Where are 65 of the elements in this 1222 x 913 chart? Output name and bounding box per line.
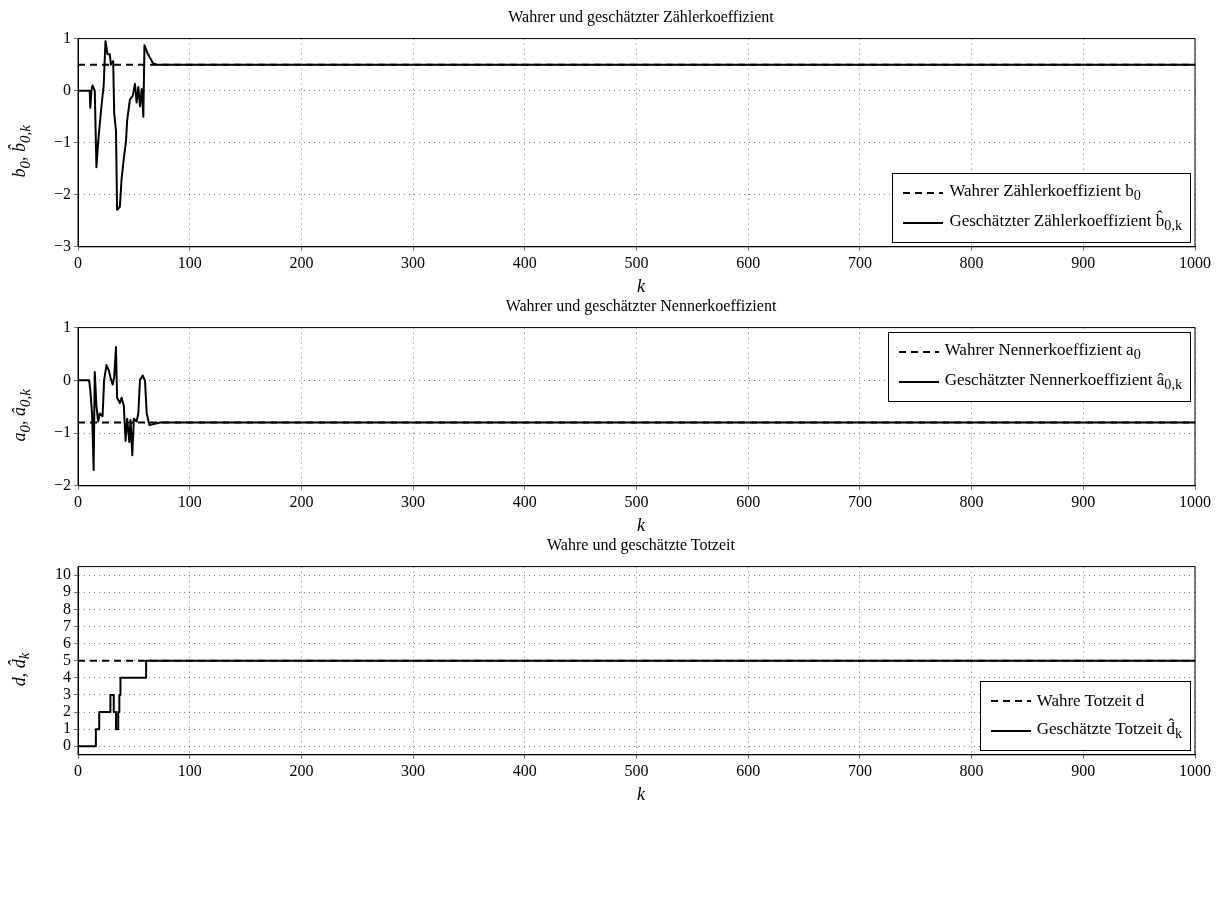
y-tick-label: 2 — [63, 702, 71, 720]
x-tick-label: 1000 — [1179, 253, 1211, 271]
x-axis-title: k — [636, 515, 646, 536]
y-tick-label: −1 — [53, 423, 71, 441]
x-axis-title: k — [636, 276, 646, 297]
y-tick-label: 10 — [55, 565, 71, 583]
y-tick-label: 0 — [63, 736, 71, 754]
x-tick-label: 900 — [1071, 253, 1096, 271]
x-tick-label: 700 — [847, 492, 872, 510]
x-tick-label: 700 — [847, 761, 872, 779]
x-tick-label: 500 — [624, 761, 649, 779]
x-tick-label: 100 — [177, 253, 202, 271]
x-tick-label: 0 — [74, 253, 82, 271]
x-tick-label: 600 — [736, 253, 761, 271]
y-tick-label: −2 — [53, 184, 71, 202]
x-tick-label: 400 — [512, 761, 537, 779]
y-tick-label: −3 — [53, 237, 71, 254]
y-tick-label: 6 — [63, 633, 71, 651]
x-tick-label: 300 — [401, 492, 426, 510]
legend-label: Geschätzter Nennerkoeffizient â$_{0,k}$ — [944, 369, 1182, 394]
x-tick-label: 400 — [512, 253, 537, 271]
x-tick-label: 800 — [959, 253, 984, 271]
x-tick-label: 0 — [74, 761, 82, 779]
x-tick-label: 200 — [289, 492, 314, 510]
legend-label: Wahre Totzeit d — [1036, 690, 1145, 711]
x-tick-label: 500 — [624, 253, 649, 271]
x-axis-title: k — [636, 784, 646, 805]
x-tick-label: 200 — [289, 761, 314, 779]
y-tick-label: −1 — [53, 132, 71, 150]
legend-label: Geschätzter Zählerkoeffizient b̂$_{0,k}$ — [949, 211, 1182, 235]
y-tick-label: 0 — [63, 80, 71, 98]
x-tick-label: 1000 — [1179, 492, 1211, 510]
x-tick-label: 800 — [959, 761, 984, 779]
x-tick-label: 400 — [512, 492, 537, 510]
legend-label: Wahrer Nennerkoeffizient a$_{0}$ — [944, 339, 1141, 364]
legend-label: Wahrer Zählerkoeffizient b$_{0}$ — [949, 181, 1141, 205]
x-tick-label: 1000 — [1179, 761, 1211, 779]
x-tick-label: 600 — [736, 492, 761, 510]
y-tick-label: 0 — [63, 370, 71, 388]
y-tick-label: 1 — [63, 317, 71, 335]
x-tick-label: 100 — [177, 761, 202, 779]
x-tick-label: 100 — [177, 492, 202, 510]
y-tick-label: 7 — [63, 616, 71, 634]
x-tick-label: 700 — [847, 253, 872, 271]
x-tick-label: 800 — [959, 492, 984, 510]
x-tick-label: 900 — [1071, 492, 1096, 510]
x-tick-label: 300 — [401, 253, 426, 271]
y-tick-label: 1 — [63, 28, 71, 46]
chart-title: Wahrer und geschätzter Nennerkoeffizient — [504, 297, 778, 315]
chart-title: Wahre und geschätzte Totzeit — [546, 536, 736, 554]
x-tick-label: 500 — [624, 492, 649, 510]
y-tick-label: 8 — [63, 599, 71, 617]
y-tick-label: 4 — [63, 668, 71, 686]
x-tick-label: 300 — [401, 761, 426, 779]
y-tick-label: 9 — [63, 582, 71, 600]
legend-label: Geschätzte Totzeit d̂$_{k}$ — [1036, 719, 1182, 743]
chart-title: Wahrer und geschätzter Zählerkoeffizient — [507, 8, 775, 26]
x-tick-label: 0 — [74, 492, 82, 510]
x-tick-label: 900 — [1071, 761, 1096, 779]
y-tick-label: 1 — [63, 719, 71, 737]
y-tick-label: 3 — [63, 685, 71, 703]
y-tick-label: −2 — [53, 476, 71, 493]
y-tick-label: 5 — [63, 650, 71, 668]
x-tick-label: 600 — [736, 761, 761, 779]
x-tick-label: 200 — [289, 253, 314, 271]
